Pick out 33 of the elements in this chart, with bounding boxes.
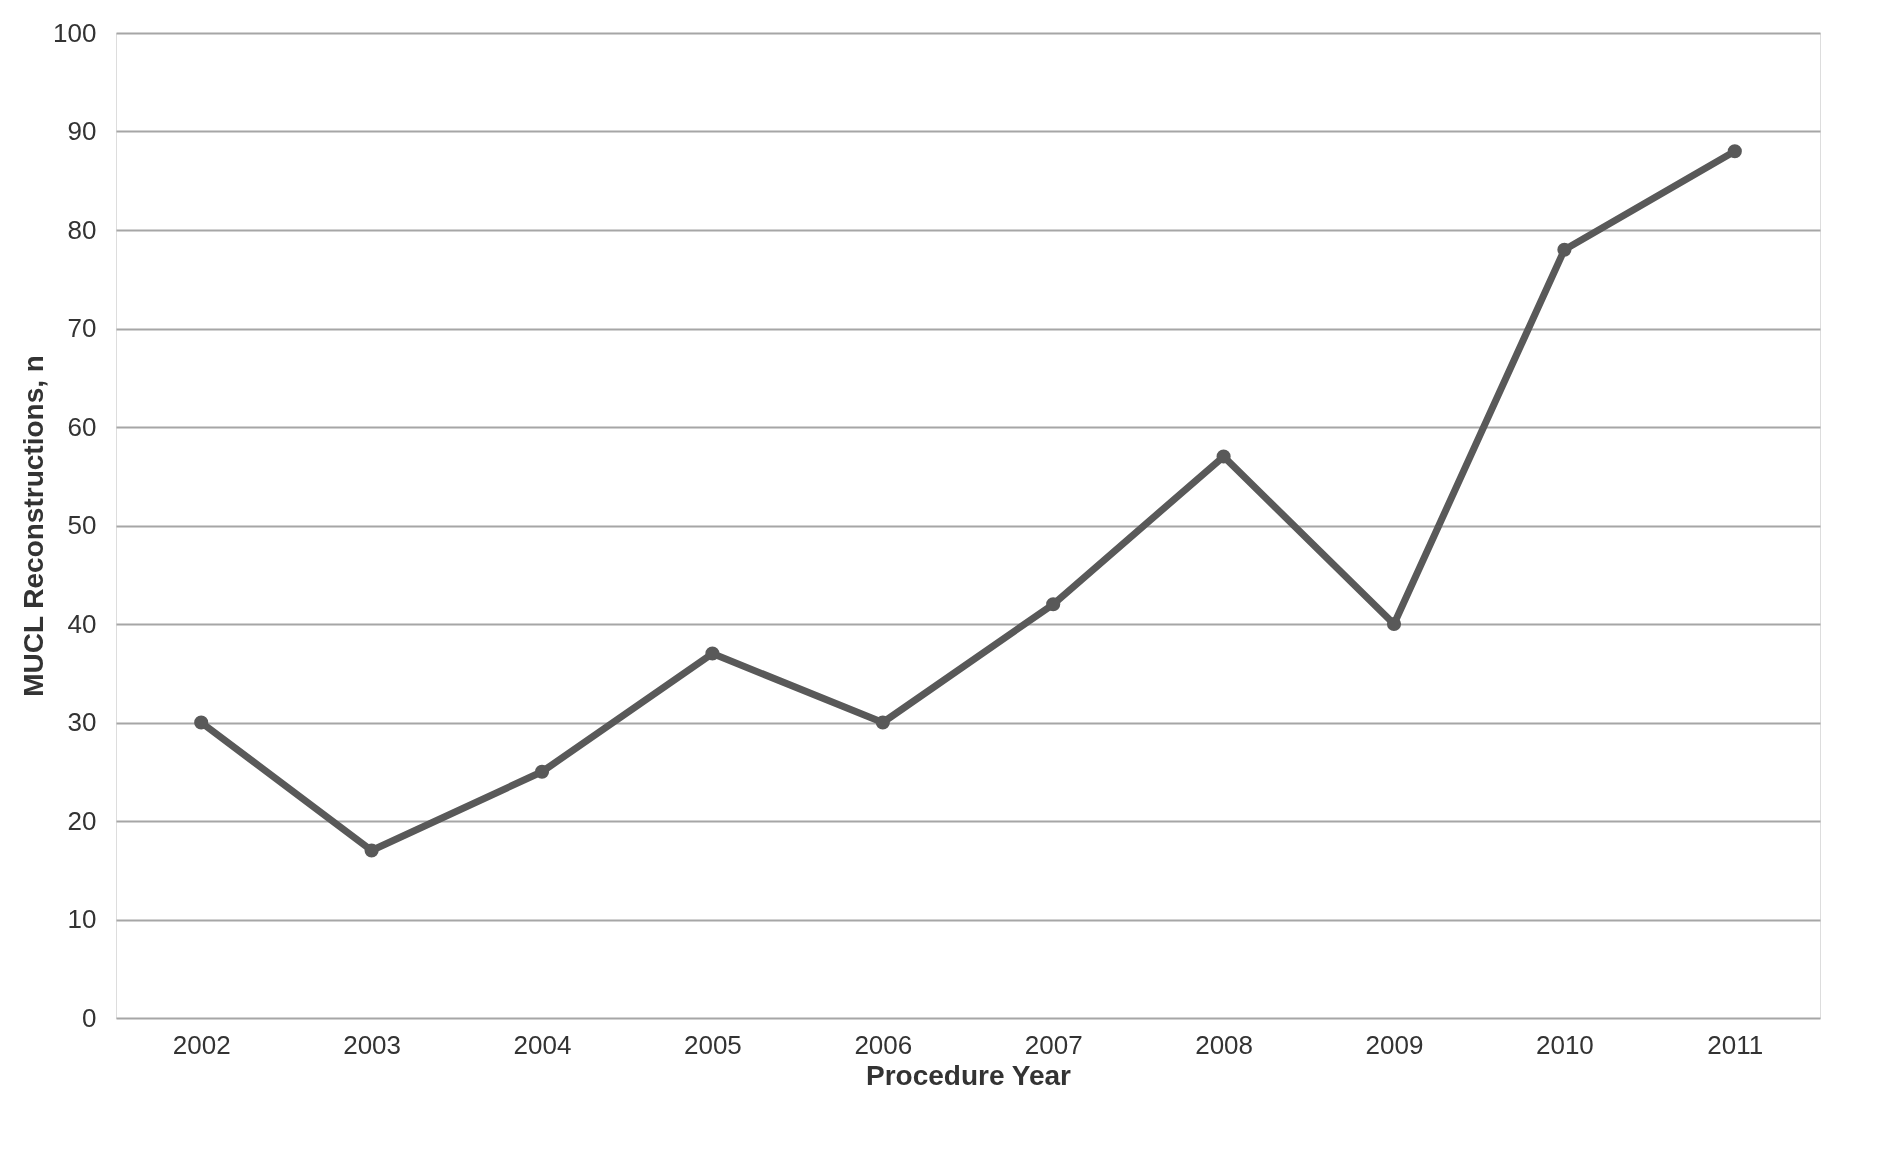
- y-tick-label: 0: [82, 1002, 97, 1033]
- point: [1216, 449, 1231, 464]
- point: [705, 646, 720, 661]
- point: [1046, 597, 1061, 612]
- point: [1557, 242, 1572, 257]
- point: [875, 715, 890, 730]
- x-tick-label: 2004: [513, 1029, 572, 1060]
- y-tick-label: 10: [67, 904, 97, 934]
- y-tick-label: 90: [67, 116, 97, 146]
- x-tick-label: 2002: [172, 1029, 231, 1060]
- point: [194, 715, 209, 730]
- point: [1386, 616, 1402, 632]
- y-tick-label: 50: [67, 510, 97, 540]
- point: [364, 843, 379, 858]
- x-tick-label: 2005: [683, 1029, 742, 1060]
- x-tick-label: 2011: [1707, 1029, 1764, 1060]
- y-tick-label: 100: [53, 17, 97, 48]
- x-tick-label: 2007: [1024, 1029, 1083, 1060]
- y-tick-label: 40: [67, 608, 97, 639]
- y-axis-title: MUCL Reconstructions, n: [18, 355, 50, 697]
- y-tick-label: 70: [67, 313, 97, 343]
- x-axis-title: Procedure Year: [866, 1059, 1072, 1091]
- x-tick-label: 2003: [343, 1029, 402, 1060]
- y-tick-label: 80: [67, 214, 97, 245]
- x-tick-label: 2009: [1365, 1029, 1424, 1060]
- x-tick-label: 2008: [1195, 1029, 1254, 1060]
- y-tick-label: 30: [67, 707, 97, 737]
- x-tick-label: 2006: [854, 1029, 913, 1060]
- point: [534, 764, 550, 779]
- x-tick-label: 2010: [1535, 1029, 1594, 1060]
- point: [1727, 144, 1742, 159]
- y-tick-label: 20: [67, 805, 97, 836]
- y-tick-label: 60: [67, 411, 97, 442]
